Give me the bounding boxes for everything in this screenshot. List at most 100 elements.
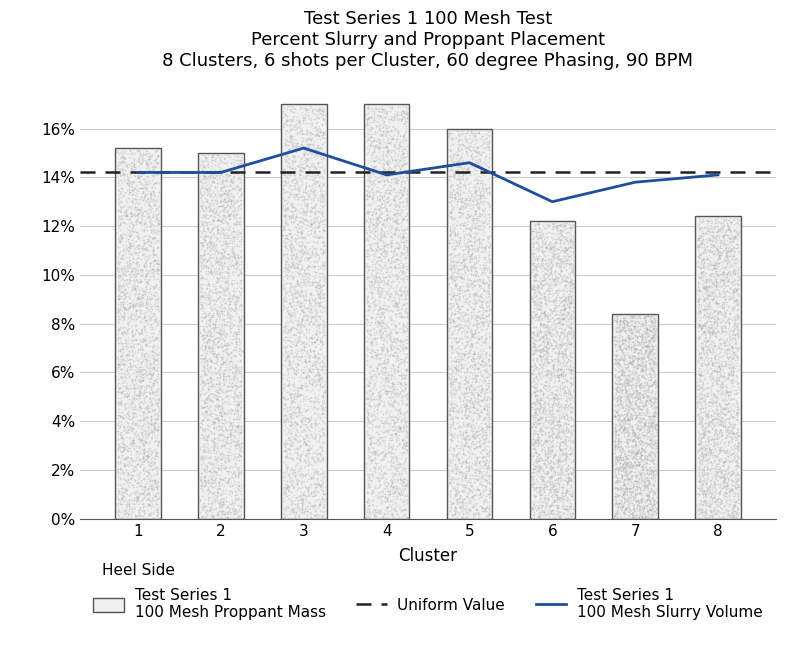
Point <box>234 438 247 448</box>
Point <box>203 166 216 177</box>
Point <box>228 414 241 425</box>
Point <box>234 485 246 496</box>
Point <box>292 402 305 412</box>
Point <box>644 358 657 368</box>
Point <box>550 474 562 485</box>
Point <box>364 242 377 253</box>
Point <box>363 508 376 519</box>
Point <box>135 366 148 376</box>
Point <box>230 376 243 386</box>
Point <box>566 243 579 254</box>
Point <box>194 261 207 271</box>
Point <box>638 353 650 364</box>
Point <box>530 414 543 424</box>
Point <box>632 481 645 491</box>
Point <box>211 414 224 425</box>
Point <box>610 489 623 500</box>
Point <box>729 483 742 493</box>
Point <box>117 361 130 372</box>
Point <box>301 186 314 196</box>
Point <box>563 364 576 374</box>
Point <box>720 225 733 235</box>
Point <box>635 333 648 344</box>
Point <box>693 277 706 288</box>
Point <box>539 435 552 446</box>
Point <box>638 351 650 362</box>
Point <box>369 167 382 178</box>
Point <box>200 356 213 367</box>
Point <box>397 191 410 201</box>
Point <box>134 344 146 354</box>
Point <box>463 431 476 442</box>
Point <box>150 475 163 486</box>
Point <box>614 364 627 375</box>
Point <box>387 246 400 257</box>
Point <box>693 411 706 422</box>
Point <box>448 275 461 286</box>
Point <box>461 126 474 137</box>
Point <box>635 511 648 522</box>
Point <box>375 473 388 483</box>
Point <box>373 260 386 271</box>
Point <box>360 293 373 304</box>
Point <box>482 372 494 383</box>
Point <box>279 380 292 391</box>
Point <box>129 305 142 316</box>
Point <box>732 264 745 275</box>
Point <box>152 229 165 239</box>
Point <box>305 201 318 212</box>
Point <box>534 423 547 434</box>
Point <box>539 257 552 268</box>
Point <box>707 249 720 259</box>
Point <box>287 453 300 464</box>
Point <box>566 314 578 325</box>
Point <box>712 434 725 444</box>
Point <box>202 336 215 347</box>
Point <box>473 235 486 245</box>
Point <box>624 484 637 495</box>
Point <box>694 442 707 452</box>
Point <box>212 404 225 415</box>
Point <box>394 232 406 243</box>
Point <box>394 477 406 488</box>
Point <box>225 174 238 185</box>
Point <box>611 357 624 368</box>
Point <box>526 259 538 269</box>
Point <box>554 475 567 485</box>
Point <box>532 304 545 315</box>
Point <box>475 300 488 311</box>
Point <box>282 485 295 495</box>
Point <box>543 356 556 367</box>
Point <box>623 350 636 361</box>
Point <box>202 315 215 326</box>
Point <box>482 319 494 329</box>
Point <box>278 204 291 215</box>
Point <box>138 413 150 424</box>
Point <box>722 510 734 521</box>
Point <box>710 243 723 254</box>
Point <box>363 135 376 146</box>
Point <box>458 218 471 229</box>
Point <box>649 406 662 416</box>
Point <box>122 479 135 490</box>
Point <box>363 473 376 483</box>
Point <box>692 384 705 394</box>
Point <box>278 196 290 206</box>
Point <box>138 224 150 235</box>
Point <box>196 455 209 465</box>
Point <box>719 399 732 410</box>
Point <box>208 222 221 233</box>
Point <box>477 242 490 253</box>
Point <box>205 260 218 271</box>
Point <box>230 365 243 376</box>
Point <box>376 346 389 356</box>
Point <box>728 285 741 296</box>
Point <box>714 443 726 454</box>
Point <box>558 426 571 436</box>
Point <box>315 132 328 143</box>
Point <box>389 113 402 124</box>
Point <box>222 255 234 266</box>
Point <box>202 466 215 477</box>
Point <box>624 462 637 472</box>
Point <box>279 503 292 513</box>
